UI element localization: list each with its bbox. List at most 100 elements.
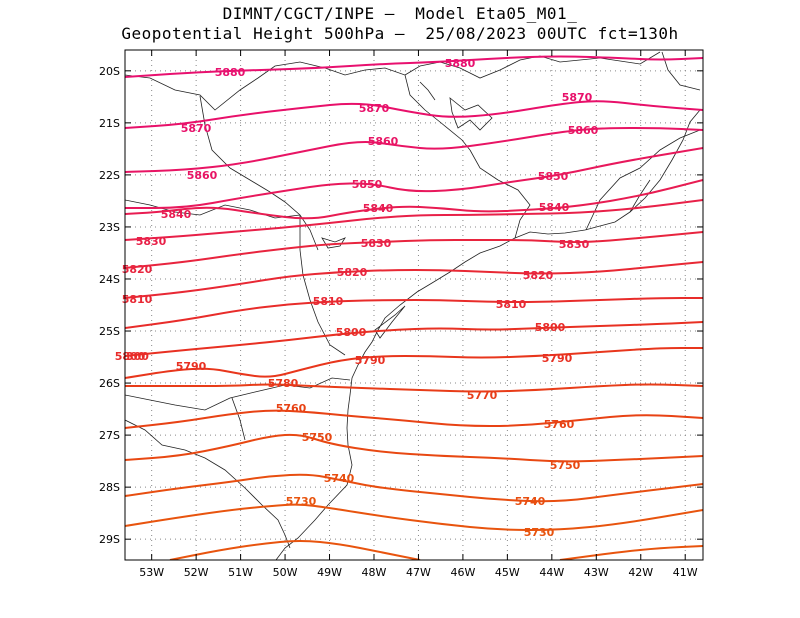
coastline xyxy=(275,109,701,560)
contour-label-5830: 5830 xyxy=(361,237,392,250)
contour-labels: 5880 5880 5870 5870 5870 5860 5860 5860 5850 5850… xyxy=(115,57,599,539)
contour-label-5860: 5860 xyxy=(187,169,218,182)
contour-label-5800: 5800 xyxy=(115,350,146,363)
contour-line-5840 xyxy=(125,179,703,220)
contour-line-5850 xyxy=(125,147,703,209)
border-line xyxy=(125,199,301,219)
contour-label-5750: 5750 xyxy=(550,459,581,472)
title-line-1: DIMNT/CGCT/INPE – Model Eta05_M01_ xyxy=(222,4,578,23)
contour-label-5800: 5800 xyxy=(336,326,367,339)
border-line xyxy=(125,419,291,549)
border-line xyxy=(299,215,346,356)
contour-line-5730 xyxy=(125,503,703,532)
contour-label-5820: 5820 xyxy=(523,269,554,282)
contour-label-5730: 5730 xyxy=(286,495,317,508)
contour-line-5790 xyxy=(125,321,703,357)
contour-label-5810: 5810 xyxy=(122,293,153,306)
y-tick-label: 27S xyxy=(99,429,120,442)
contour-line-5880 xyxy=(125,55,703,78)
y-tick-label: 24S xyxy=(99,273,120,286)
y-tick-label: 26S xyxy=(99,377,120,390)
border-line xyxy=(231,397,246,441)
contour-label-5840: 5840 xyxy=(363,202,394,215)
contour-label-5840: 5840 xyxy=(539,201,570,214)
contour-label-5840: 5840 xyxy=(161,208,192,221)
contour-label-5800: 5800 xyxy=(535,321,566,334)
y-tick-label: 25S xyxy=(99,325,120,338)
contour-label-5830: 5830 xyxy=(136,235,167,248)
border-line xyxy=(585,129,701,231)
contour-line-5830 xyxy=(125,199,703,241)
border-line xyxy=(469,149,531,239)
y-tick-label: 23S xyxy=(99,221,120,234)
x-tick-label: 52W xyxy=(184,566,209,579)
border-line xyxy=(404,51,661,79)
contour-label-5870: 5870 xyxy=(562,91,593,104)
contour-label-5780: 5780 xyxy=(268,377,299,390)
contour-label-5880: 5880 xyxy=(215,66,246,79)
contour-label-5850: 5850 xyxy=(352,178,383,191)
contour-label-5740: 5740 xyxy=(515,495,546,508)
contour-label-5750: 5750 xyxy=(302,431,333,444)
contour-line-5750 xyxy=(125,433,703,463)
contour-line-5780 xyxy=(125,347,703,379)
contour-label-5810: 5810 xyxy=(496,298,527,311)
contour-line-5760 xyxy=(125,409,703,429)
contour-line-5770 xyxy=(125,383,703,393)
title-line-2: Geopotential Height 500hPa – 25/08/2023 … xyxy=(121,24,679,43)
contour-label-5830: 5830 xyxy=(559,238,590,251)
height-contours xyxy=(125,55,703,560)
contour-label-5760: 5760 xyxy=(544,418,575,431)
x-tick-label: 44W xyxy=(539,566,564,579)
contour-label-5870: 5870 xyxy=(181,122,212,135)
contour-label-5790: 5790 xyxy=(176,360,207,373)
y-tick-label: 28S xyxy=(99,481,120,494)
contour-line-5800 xyxy=(125,297,703,329)
contour-label-edge: 300 xyxy=(126,350,149,363)
contour-label-5790: 5790 xyxy=(542,352,573,365)
bay-outline xyxy=(321,237,346,249)
contour-line-5730 xyxy=(559,545,703,560)
y-axis: 20S 21S 22S 23S 24S 25S 26S 27S 28S 29S xyxy=(99,65,703,546)
bay-outline xyxy=(419,81,436,101)
contour-line-5810 xyxy=(125,261,703,299)
border-line xyxy=(661,51,701,91)
plot-frame xyxy=(124,49,704,561)
x-tick-label: 49W xyxy=(317,566,342,579)
contour-label-5860: 5860 xyxy=(568,124,599,137)
contour-label-5850: 5850 xyxy=(538,170,569,183)
x-tick-label: 47W xyxy=(406,566,431,579)
contour-label-5810: 5810 xyxy=(313,295,344,308)
contour-label-5790: 5790 xyxy=(355,354,386,367)
contour-line-5740 xyxy=(125,473,703,503)
contour-label-5740: 5740 xyxy=(324,472,355,485)
contour-label-5870: 5870 xyxy=(359,102,390,115)
bay-outline xyxy=(449,97,493,131)
x-tick-label: 42W xyxy=(628,566,653,579)
contour-line-5730 xyxy=(169,540,421,560)
gridlines xyxy=(125,50,703,560)
y-tick-label: 22S xyxy=(99,169,120,182)
y-tick-label: 29S xyxy=(99,533,120,546)
contour-label-5820: 5820 xyxy=(337,266,368,279)
contour-label-5770: 5770 xyxy=(467,389,498,402)
x-tick-label: 41W xyxy=(673,566,698,579)
contour-label-5820: 5820 xyxy=(122,263,153,276)
contour-label-5730: 5730 xyxy=(524,526,555,539)
x-tick-label: 48W xyxy=(362,566,387,579)
x-tick-label: 53W xyxy=(139,566,164,579)
y-tick-label: 20S xyxy=(99,65,120,78)
contour-label-5860: 5860 xyxy=(368,135,399,148)
x-tick-label: 51W xyxy=(228,566,253,579)
contour-line-5860 xyxy=(125,126,703,173)
bay-outline xyxy=(374,305,406,339)
contour-line-5870 xyxy=(125,100,703,129)
x-tick-label: 43W xyxy=(584,566,609,579)
contour-line-5820 xyxy=(125,231,703,269)
border-line xyxy=(199,95,319,251)
x-tick-label: 46W xyxy=(450,566,475,579)
x-tick-label: 45W xyxy=(495,566,520,579)
map-boundaries xyxy=(125,51,701,560)
contour-label-5760: 5760 xyxy=(276,402,307,415)
